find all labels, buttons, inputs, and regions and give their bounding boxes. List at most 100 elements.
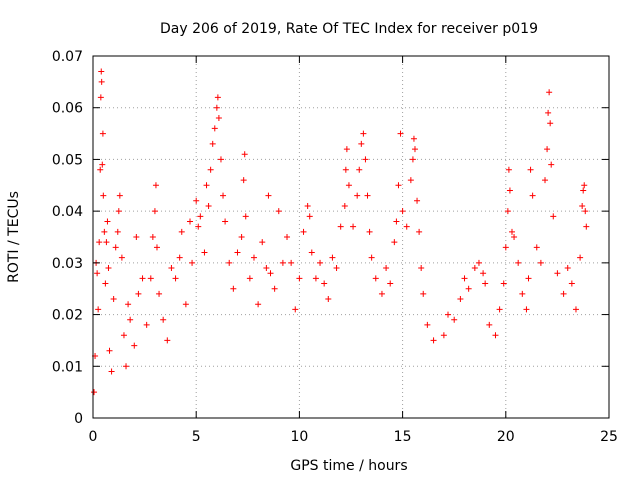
axis-ticks (92, 55, 610, 419)
data-point (112, 244, 119, 251)
data-point (486, 321, 493, 328)
data-point (372, 275, 379, 282)
data-point (397, 130, 404, 137)
data-point (100, 192, 107, 199)
x-tick-label: 15 (394, 429, 412, 445)
data-point (317, 259, 324, 266)
data-point (131, 342, 138, 349)
data-point (500, 280, 507, 287)
data-point (409, 156, 416, 163)
data-point (529, 192, 536, 199)
data-point (496, 306, 503, 313)
data-point (222, 218, 229, 225)
data-point (329, 254, 336, 261)
data-point (292, 306, 299, 313)
data-point (399, 208, 406, 215)
data-point (143, 321, 150, 328)
x-tick-label: 0 (89, 429, 98, 445)
data-point (506, 187, 513, 194)
data-point (383, 265, 390, 272)
data-point (176, 254, 183, 261)
data-point (201, 249, 208, 256)
data-point (250, 254, 257, 261)
data-point (151, 208, 158, 215)
data-point (325, 296, 332, 303)
data-point (445, 311, 452, 318)
data-point (407, 177, 414, 184)
data-point (156, 290, 163, 297)
data-point (195, 223, 202, 230)
data-point (492, 332, 499, 339)
data-point (187, 218, 194, 225)
data-point (354, 192, 361, 199)
data-point (523, 306, 530, 313)
data-point (554, 270, 561, 277)
data-point (418, 265, 425, 272)
data-point (533, 244, 540, 251)
data-point (480, 270, 487, 277)
data-point (152, 182, 159, 189)
data-point (133, 234, 140, 240)
data-point (189, 259, 196, 266)
data-point (337, 223, 344, 230)
data-point (106, 347, 113, 354)
data-point (271, 285, 278, 292)
y-tick-label: 0 (74, 411, 83, 427)
y-tick-labels: 0 0.01 0.02 0.03 0.04 0.05 0.06 0.07 (52, 49, 83, 427)
data-point (288, 259, 295, 266)
data-point (238, 234, 245, 240)
data-point (230, 285, 237, 292)
data-point (203, 182, 210, 189)
data-point (242, 213, 249, 220)
data-point (560, 290, 567, 297)
data-point (115, 208, 122, 215)
data-point (451, 316, 458, 323)
x-tick-label: 25 (600, 429, 618, 445)
x-axis-label: GPS time / hours (290, 458, 407, 474)
data-point (139, 275, 146, 282)
data-point (544, 146, 551, 153)
data-point (342, 166, 349, 173)
data-point (147, 275, 154, 282)
data-point (572, 306, 579, 313)
data-point (97, 94, 104, 101)
data-point (568, 280, 575, 287)
data-point (395, 182, 402, 189)
data-point (391, 239, 398, 246)
y-tick-label: 0.07 (52, 49, 83, 65)
data-point (440, 332, 447, 339)
data-point (234, 249, 241, 256)
data-point (94, 270, 101, 277)
data-point (99, 161, 106, 168)
data-point (350, 223, 357, 230)
data-point (546, 89, 553, 96)
data-point (420, 290, 427, 297)
y-tick-label: 0.04 (52, 204, 83, 220)
chart-title: Day 206 of 2019, Rate Of TEC Index for r… (160, 21, 538, 37)
data-point (519, 290, 526, 297)
y-tick-label: 0.01 (52, 359, 83, 375)
data-point (508, 228, 515, 235)
data-point (343, 146, 350, 153)
data-point (96, 239, 103, 246)
data-point (358, 140, 365, 147)
data-point (360, 130, 367, 137)
data-point (580, 187, 587, 194)
data-point (95, 306, 102, 313)
data-point (135, 290, 142, 297)
data-point (217, 156, 224, 163)
data-point (118, 254, 125, 261)
data-point (504, 208, 511, 215)
data-point (312, 275, 319, 282)
y-tick-label: 0.05 (52, 152, 83, 168)
data-point (211, 125, 218, 132)
data-point (99, 130, 106, 137)
data-point (582, 208, 589, 215)
data-point (178, 228, 185, 235)
data-point (364, 192, 371, 199)
data-point (296, 275, 303, 282)
data-point (263, 265, 270, 272)
data-point (209, 140, 216, 147)
data-point (424, 321, 431, 328)
data-point (368, 254, 375, 261)
